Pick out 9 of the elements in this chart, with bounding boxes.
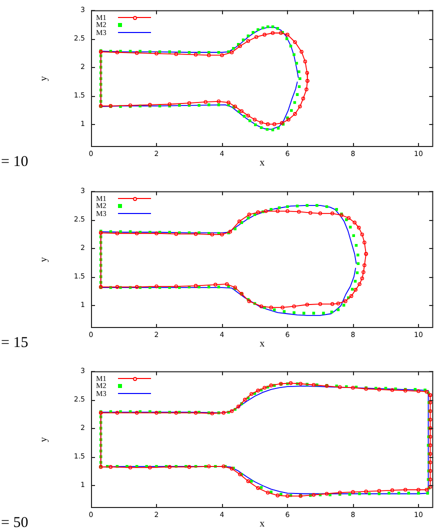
text: = 50: [1, 514, 28, 530]
y-axis-title: y: [38, 76, 50, 82]
x-axis-title: x: [260, 518, 265, 530]
text: = 15: [1, 334, 28, 351]
y-axis-title: y: [38, 437, 50, 442]
x-axis-title: x: [260, 338, 265, 350]
text: = 10: [1, 154, 28, 170]
y-axis-title: y: [38, 257, 50, 262]
x-axis-title: x: [260, 158, 265, 169]
